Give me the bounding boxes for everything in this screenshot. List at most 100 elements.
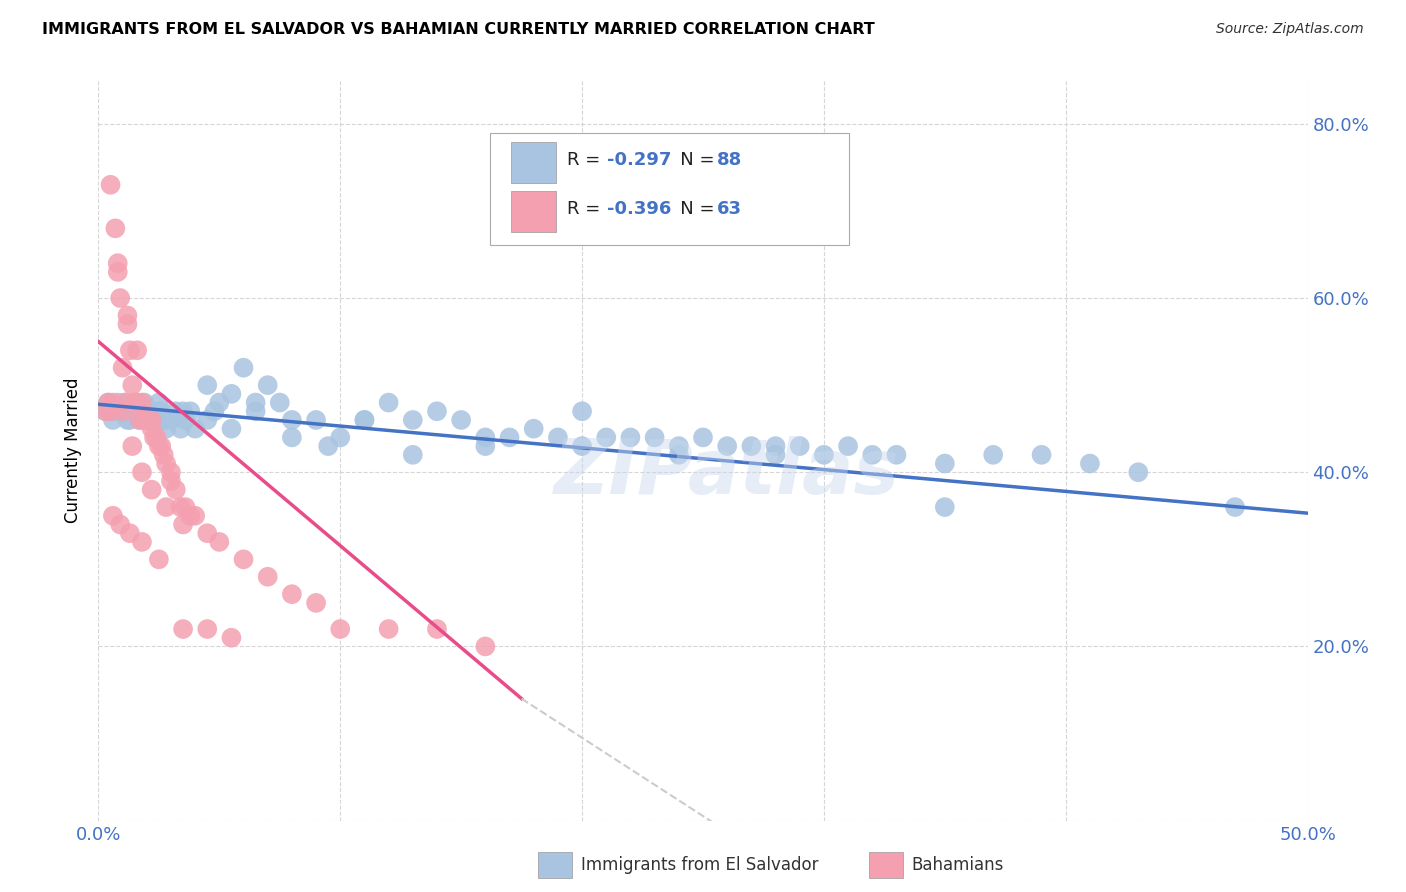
Point [450, 413, 472, 427]
Point [305, 413, 328, 427]
Point [595, 430, 617, 444]
Point [232, 360, 254, 375]
Point [145, 430, 167, 444]
Text: Source: ZipAtlas.com: Source: ZipAtlas.com [1216, 22, 1364, 37]
Point [104, 221, 127, 235]
Point [789, 439, 811, 453]
Point [152, 448, 174, 462]
Point [377, 622, 399, 636]
Point [127, 343, 149, 358]
Point [150, 439, 173, 453]
Point [208, 535, 231, 549]
Point [765, 448, 787, 462]
Point [305, 596, 328, 610]
Point [131, 535, 153, 549]
Point [94, 404, 117, 418]
Point [256, 378, 278, 392]
Point [155, 500, 177, 514]
Point [184, 508, 207, 523]
Point [619, 430, 641, 444]
Point [121, 404, 143, 418]
Point [195, 622, 218, 636]
Point [101, 508, 124, 523]
Text: Bahamians: Bahamians [911, 855, 1004, 874]
Point [195, 526, 218, 541]
Point [143, 404, 166, 418]
Point [108, 291, 131, 305]
Point [134, 395, 156, 409]
Point [353, 413, 375, 427]
Point [245, 404, 267, 418]
Point [692, 430, 714, 444]
Point [141, 483, 163, 497]
Point [100, 404, 122, 418]
Point [886, 448, 908, 462]
Point [114, 395, 136, 409]
Text: IMMIGRANTS FROM EL SALVADOR VS BAHAMIAN CURRENTLY MARRIED CORRELATION CHART: IMMIGRANTS FROM EL SALVADOR VS BAHAMIAN … [42, 22, 875, 37]
Point [135, 413, 157, 427]
Point [523, 422, 546, 436]
Point [111, 404, 134, 418]
Point [1128, 465, 1150, 479]
Point [402, 448, 425, 462]
Point [124, 395, 146, 409]
Point [165, 404, 187, 418]
Point [498, 430, 520, 444]
Point [141, 404, 163, 418]
Point [281, 413, 304, 427]
Point [571, 404, 593, 418]
Text: 88: 88 [717, 152, 742, 169]
Point [101, 413, 124, 427]
Text: ZIPatlas: ZIPatlas [554, 435, 900, 509]
Text: -0.297: -0.297 [607, 152, 671, 169]
Point [127, 395, 149, 409]
Point [107, 395, 129, 409]
Point [172, 517, 194, 532]
Point [127, 404, 149, 418]
Point [221, 631, 243, 645]
Point [256, 570, 278, 584]
Point [837, 439, 859, 453]
Point [118, 413, 141, 427]
Point [547, 430, 569, 444]
Point [108, 517, 131, 532]
Point [128, 413, 150, 427]
Point [353, 413, 375, 427]
Point [100, 404, 122, 418]
Point [402, 413, 425, 427]
Point [174, 413, 197, 427]
Text: R =: R = [568, 201, 606, 219]
Point [135, 413, 157, 427]
Point [426, 404, 449, 418]
Point [1223, 500, 1246, 514]
Point [208, 395, 231, 409]
Point [128, 413, 150, 427]
Point [172, 404, 194, 418]
Point [765, 439, 787, 453]
Point [101, 395, 124, 409]
Point [97, 395, 120, 409]
Text: 63: 63 [717, 201, 741, 219]
Point [1031, 448, 1053, 462]
Point [232, 552, 254, 566]
Point [644, 430, 666, 444]
Point [155, 422, 177, 436]
Point [131, 465, 153, 479]
Y-axis label: Currently Married: Currently Married [65, 377, 83, 524]
Point [474, 439, 496, 453]
Point [195, 378, 218, 392]
Point [117, 317, 139, 331]
Point [104, 404, 127, 418]
Point [269, 395, 291, 409]
Point [172, 622, 194, 636]
Point [108, 404, 131, 418]
Point [281, 587, 304, 601]
Point [94, 404, 117, 418]
Point [174, 500, 197, 514]
Point [155, 413, 177, 427]
Point [148, 439, 170, 453]
Point [934, 457, 956, 471]
Point [135, 413, 157, 427]
Point [111, 404, 134, 418]
Text: N =: N = [664, 201, 720, 219]
